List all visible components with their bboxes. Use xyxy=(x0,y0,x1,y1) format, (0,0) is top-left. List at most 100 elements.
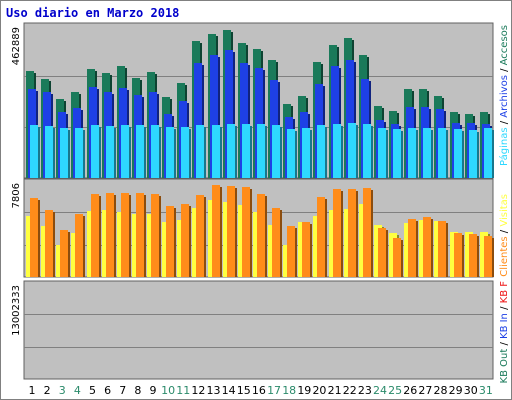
visits-bar xyxy=(60,230,68,277)
legend-hits-entry: / xyxy=(499,118,510,128)
visits-bar-shade xyxy=(129,195,131,277)
visits-bar xyxy=(196,195,204,277)
hits-bar-shade xyxy=(477,132,479,178)
day-label: 19 xyxy=(297,384,311,397)
visits-bar-shade xyxy=(144,195,146,277)
visits-bar xyxy=(181,204,189,277)
visits-bar-shade xyxy=(174,208,176,277)
visits-bar xyxy=(151,194,159,277)
visits-bar-shade xyxy=(401,240,403,277)
hits-bar xyxy=(378,128,386,178)
day-label: 21 xyxy=(328,384,342,397)
visits-bar-shade xyxy=(462,235,464,277)
legend-kbytes-entry: KB Out xyxy=(499,349,510,384)
hits-bar xyxy=(423,128,431,178)
hits-bar-shade xyxy=(174,129,176,178)
hits-bar xyxy=(75,128,83,178)
hits-bar-shade xyxy=(218,57,220,178)
day-label: 16 xyxy=(252,384,266,397)
visits-bar xyxy=(469,234,477,277)
legend-hits-entry: Accesos xyxy=(499,25,510,65)
hits-bar xyxy=(257,124,265,178)
visits-bar xyxy=(227,186,235,277)
hits-bar xyxy=(30,125,38,178)
legend-hits-entry: Páginas xyxy=(498,127,510,166)
visits-bar xyxy=(272,208,280,277)
hits-bar xyxy=(240,63,248,178)
hits-bar xyxy=(393,129,401,178)
hits-bar xyxy=(469,130,477,178)
hits-bar xyxy=(302,128,310,178)
hits-bar xyxy=(196,125,204,178)
hits-bar xyxy=(255,68,263,178)
visits-bar xyxy=(242,187,250,277)
day-label: 25 xyxy=(388,384,402,397)
visits-bar xyxy=(136,193,144,277)
legend-visits-entry: Visitas xyxy=(499,194,510,227)
hits-bar xyxy=(242,124,250,178)
hits-bar xyxy=(166,127,174,178)
day-label: 12 xyxy=(191,384,205,397)
hits-bar-shade xyxy=(295,131,297,178)
legend-visits-entry: / xyxy=(499,227,510,237)
visits-bar-shade xyxy=(114,195,116,277)
hits-bar-shade xyxy=(129,127,131,178)
visits-bar-shade xyxy=(189,206,191,277)
hits-bar xyxy=(227,124,235,178)
hits-bar-shade xyxy=(265,126,267,178)
visits-bar-shade xyxy=(68,232,70,277)
day-label: 20 xyxy=(312,384,326,397)
day-label: 1 xyxy=(29,384,36,397)
legend-kbytes-entry: / xyxy=(499,303,510,313)
hits-bar xyxy=(346,60,354,178)
hits-bar-shade xyxy=(53,128,55,178)
visits-bar xyxy=(363,188,371,277)
visits-bar xyxy=(378,228,386,277)
visits-bar xyxy=(166,206,174,277)
visits-bar xyxy=(302,222,310,277)
visits-bar-shade xyxy=(477,236,479,277)
hits-bar-shade xyxy=(99,127,101,178)
hits-bar-shade xyxy=(310,130,312,178)
visits-bar-shade xyxy=(446,223,448,277)
legend-kbytes-entry: / xyxy=(499,339,510,349)
visits-bar-shade xyxy=(220,187,222,277)
hits-bar xyxy=(225,50,233,178)
kbytes-ymax-label: 13002333 xyxy=(11,285,22,336)
visits-bar-shade xyxy=(250,189,252,277)
hits-bar xyxy=(194,63,202,178)
hits-bar-shade xyxy=(68,130,70,178)
hits-bar xyxy=(151,125,159,178)
hits-bar xyxy=(272,125,280,178)
hits-bar xyxy=(106,126,114,178)
hits-bar-shade xyxy=(202,65,204,178)
hits-bar-shade xyxy=(220,127,222,178)
hits-bar-shade xyxy=(159,127,161,178)
hits-bar-shade xyxy=(492,130,494,178)
hits-bar xyxy=(408,128,416,178)
legend-kbytes-entry: KB In xyxy=(499,313,510,339)
hits-bar xyxy=(317,125,325,178)
hits-bar-shade xyxy=(462,131,464,178)
visits-bar-shade xyxy=(386,230,388,277)
visits-bar xyxy=(287,226,295,277)
visits-bar-shade xyxy=(38,200,40,277)
hits-bar xyxy=(60,128,68,178)
hits-bar-shade xyxy=(341,126,343,178)
hits-bar-shade xyxy=(401,131,403,178)
hits-bar-shade xyxy=(280,127,282,178)
visits-bar xyxy=(45,210,53,277)
visits-bar-shade xyxy=(295,228,297,277)
hits-bar-shade xyxy=(83,130,85,178)
day-label: 13 xyxy=(207,384,221,397)
hits-bar-shade xyxy=(325,127,327,178)
visits-bar-shade xyxy=(325,199,327,277)
day-label: 29 xyxy=(449,384,463,397)
visits-ymax-label: 7806 xyxy=(11,183,22,208)
visits-bar-shade xyxy=(235,188,237,277)
hits-bar xyxy=(363,124,371,178)
visits-bar xyxy=(30,198,38,277)
legend-visits: Clientes / Visitas xyxy=(499,194,510,277)
hits-bar-shade xyxy=(204,127,206,178)
